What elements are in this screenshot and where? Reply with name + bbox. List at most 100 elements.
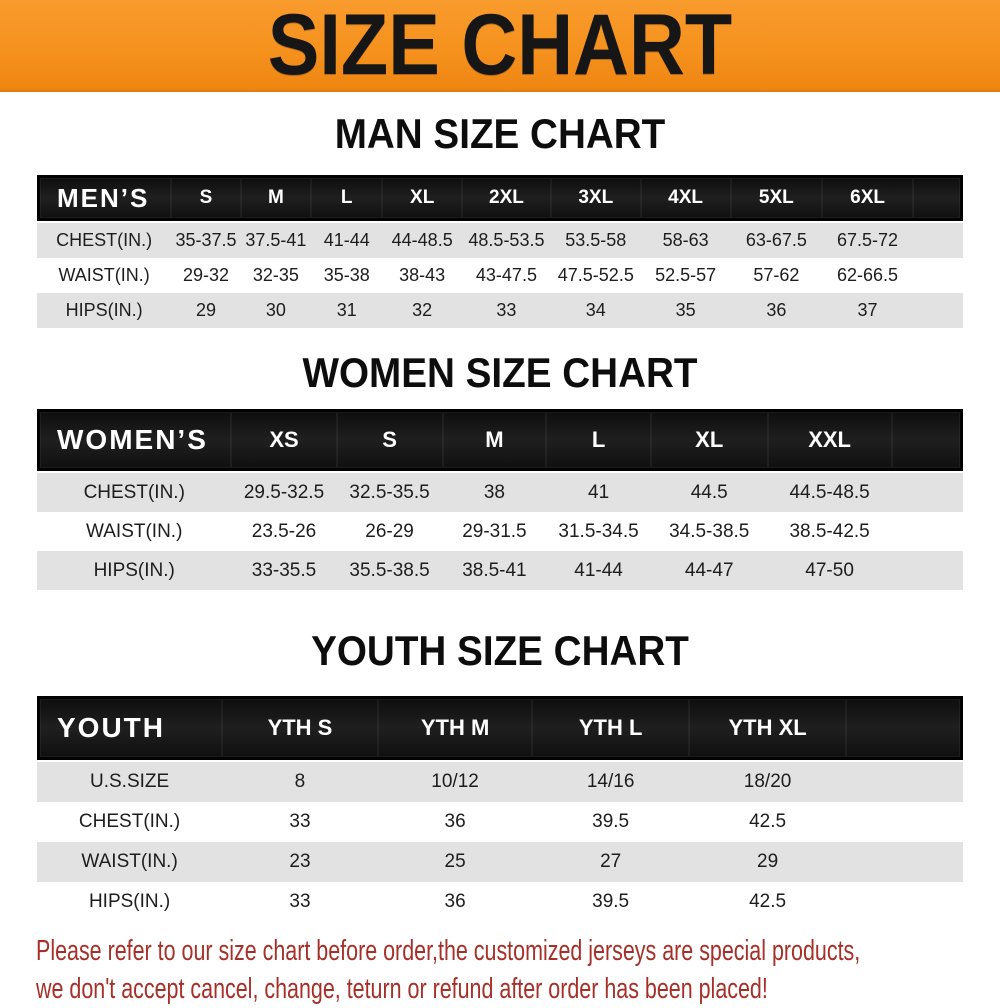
size-value: 38.5-42.5 [767,512,892,551]
section-heading-women: WOMEN SIZE CHART [302,349,698,396]
size-value: 37.5-41 [240,221,312,258]
size-value: 42.5 [688,882,847,922]
size-value: 18/20 [688,760,847,802]
size-value: 34.5-38.5 [650,512,768,551]
table-header-row: MEN’S S M L XL 2XL 3XL 4XL 5XL 6XL [37,175,963,221]
table-row: WAIST(IN.) 29-32 32-35 35-38 38-43 43-47.5 47.… [37,258,963,293]
size-column-header: M [240,175,312,221]
size-value: 58-63 [640,221,731,258]
header-spacer-cell [846,696,963,760]
size-value: 33 [222,802,378,842]
measurement-label: HIPS(IN.) [37,293,172,328]
size-value: 30 [240,293,312,328]
size-column-header: YTH M [377,696,533,760]
size-value: 25 [377,842,533,882]
size-value: 62-66.5 [822,258,913,293]
row-spacer-cell [912,293,963,328]
section-heading-man: MAN SIZE CHART [334,110,666,157]
size-value: 35-38 [311,258,383,293]
size-value: 36 [730,293,823,328]
disclaimer-line-1: Please refer to our size chart before or… [36,935,861,967]
table-row: HIPS(IN.) 33-35.5 35.5-38.5 38.5-41 41-44 44-… [37,551,963,590]
size-value: 44.5-48.5 [767,471,892,512]
size-value: 63-67.5 [730,221,823,258]
table-header-row: YOUTH YTH S YTH M YTH L YTH XL [37,696,963,760]
youth-size-table: YOUTH YTH S YTH M YTH L YTH XL U.S.SIZE 8 10/12… [37,696,963,922]
size-value: 33 [222,882,378,922]
table-title-cell: MEN’S [37,175,172,221]
header-spacer-cell [912,175,963,221]
size-column-header: YTH S [222,696,378,760]
man-size-table: MEN’S S M L XL 2XL 3XL 4XL 5XL 6XL CHEST(IN.) 35-37… [37,175,963,328]
table-row: WAIST(IN.) 23.5-26 26-29 29-31.5 31.5-34.5 34… [37,512,963,551]
size-value: 29 [688,842,847,882]
size-value: 14/16 [532,760,689,802]
header-spacer-cell [891,409,963,471]
size-column-header: XXL [767,409,892,471]
size-value: 44-48.5 [382,221,462,258]
measurement-label: U.S.SIZE [37,760,223,802]
row-spacer-cell [846,882,963,922]
size-column-header: XL [650,409,768,471]
size-value: 52.5-57 [640,258,731,293]
measurement-label: CHEST(IN.) [37,802,223,842]
size-value: 26-29 [336,512,443,551]
size-value: 8 [222,760,378,802]
size-column-header: 2XL [462,175,551,221]
size-value: 41-44 [546,551,651,590]
size-column-header: 6XL [822,175,913,221]
size-column-header: L [311,175,383,221]
size-value: 44.5 [650,471,768,512]
row-spacer-cell [846,842,963,882]
measurement-label: WAIST(IN.) [37,258,172,293]
size-value: 31.5-34.5 [546,512,651,551]
size-column-header: XS [231,409,337,471]
table-title-cell: WOMEN’S [37,409,232,471]
banner: SIZE CHART [0,0,1000,92]
size-value: 34 [550,293,641,328]
size-value: 44-47 [650,551,768,590]
measurement-label: CHEST(IN.) [37,221,172,258]
size-value: 36 [377,802,533,842]
size-value: 47.5-52.5 [550,258,641,293]
disclaimer-line-2: we don't accept cancel, change, teturn o… [36,973,768,1005]
size-value: 35.5-38.5 [336,551,443,590]
size-column-header: YTH XL [688,696,847,760]
size-value: 39.5 [532,802,689,842]
table-row: CHEST(IN.) 35-37.5 37.5-41 41-44 44-48.5 48.5… [37,221,963,258]
table-row: HIPS(IN.) 33 36 39.5 42.5 [37,882,963,922]
measurement-label: CHEST(IN.) [37,471,232,512]
size-value: 53.5-58 [550,221,641,258]
table-row: HIPS(IN.) 29 30 31 32 33 34 35 36 37 [37,293,963,328]
size-column-header: L [546,409,651,471]
row-spacer-cell [846,802,963,842]
table-row: CHEST(IN.) 29.5-32.5 32.5-35.5 38 41 44.5 44.5… [37,471,963,512]
measurement-label: WAIST(IN.) [37,842,223,882]
size-value: 29 [171,293,241,328]
row-spacer-cell [891,512,963,551]
row-spacer-cell [891,471,963,512]
size-value: 36 [377,882,533,922]
size-value: 10/12 [377,760,533,802]
size-value: 41-44 [311,221,383,258]
size-column-header: 4XL [640,175,731,221]
measurement-label: HIPS(IN.) [37,551,232,590]
youth-size-section: YOUTH SIZE CHART YOUTH YTH S YTH M YTH L YTH… [0,630,1000,922]
section-heading-youth: YOUTH SIZE CHART [311,627,689,674]
size-value: 37 [822,293,913,328]
size-value: 32 [382,293,462,328]
table-row: CHEST(IN.) 33 36 39.5 42.5 [37,802,963,842]
size-value: 38 [442,471,547,512]
size-value: 57-62 [730,258,823,293]
size-value: 41 [546,471,651,512]
size-column-header: 5XL [730,175,823,221]
size-column-header: XL [382,175,462,221]
size-value: 48.5-53.5 [462,221,551,258]
size-column-header: S [171,175,241,221]
women-size-section: WOMEN SIZE CHART WOMEN’S XS S M L XL XXL CHEST(… [0,352,1000,590]
measurement-label: WAIST(IN.) [37,512,232,551]
table-title-cell: YOUTH [37,696,223,760]
row-spacer-cell [891,551,963,590]
size-column-header: YTH L [532,696,689,760]
size-column-header: M [442,409,547,471]
